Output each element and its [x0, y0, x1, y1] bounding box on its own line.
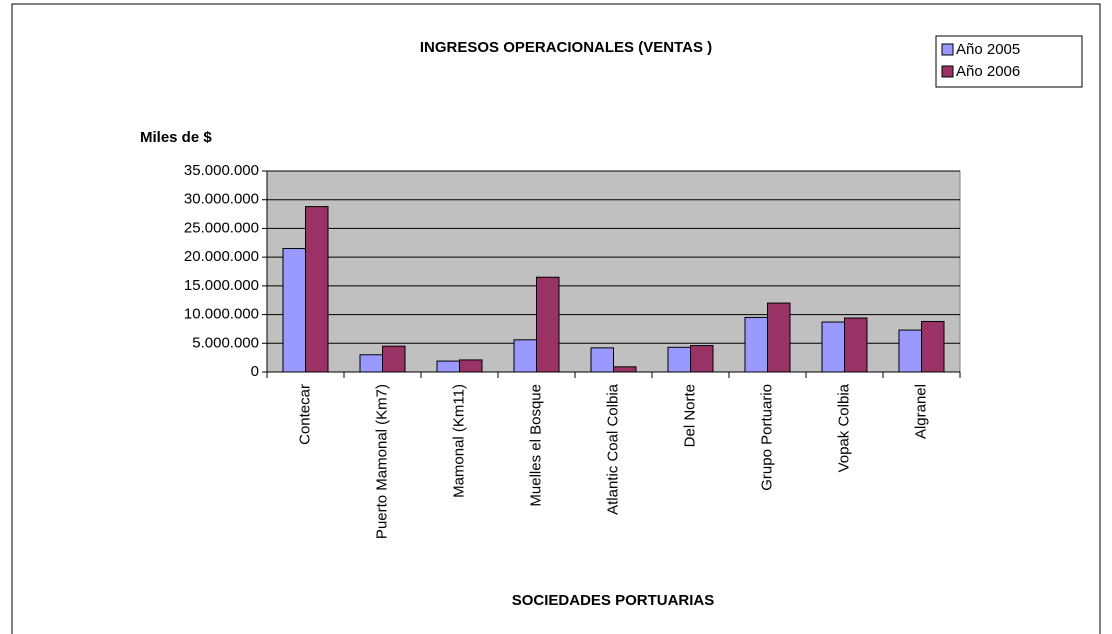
- y-tick-label: 0: [251, 363, 259, 380]
- x-tick-label: Vopak Colbia: [835, 383, 852, 472]
- x-tick-label: Algranel: [912, 384, 929, 439]
- bar: [536, 276, 560, 373]
- legend-box: [935, 35, 1083, 88]
- bar: [821, 321, 845, 373]
- bar: [667, 346, 691, 373]
- x-tick-label: Mamonal (Km11): [450, 384, 467, 498]
- x-tick-label: Grupo Portuario: [758, 384, 775, 491]
- bar: [459, 359, 483, 373]
- y-axis-title: Miles de $: [140, 129, 212, 146]
- legend-swatch: [941, 65, 954, 78]
- y-tick-label: 35.000.000: [184, 162, 259, 179]
- bar: [282, 248, 306, 373]
- legend-label: Año 2005: [956, 41, 1020, 58]
- x-tick-label: Muelles el Bosque: [527, 384, 544, 507]
- bar: [305, 206, 329, 373]
- bar: [359, 354, 383, 373]
- bar: [513, 339, 537, 373]
- x-tick-label: Contecar: [296, 384, 313, 445]
- legend-swatch: [941, 43, 954, 56]
- y-tick-label: 5.000.000: [192, 334, 259, 351]
- y-tick-label: 20.000.000: [184, 248, 259, 265]
- y-tick-label: 25.000.000: [184, 219, 259, 236]
- bar: [767, 302, 791, 373]
- bar: [613, 366, 637, 373]
- legend-label: Año 2006: [956, 63, 1020, 80]
- bar: [844, 317, 868, 373]
- y-tick-label: 15.000.000: [184, 277, 259, 294]
- y-tick-label: 30.000.000: [184, 191, 259, 208]
- bar: [436, 360, 460, 373]
- x-axis-title: SOCIEDADES PORTUARIAS: [512, 592, 715, 609]
- bar: [382, 345, 406, 373]
- y-tick-label: 10.000.000: [184, 306, 259, 323]
- bar: [690, 345, 714, 373]
- bar: [590, 347, 614, 373]
- bar: [744, 316, 768, 373]
- bar: [921, 320, 945, 373]
- x-tick-label: Del Norte: [681, 384, 698, 447]
- bar: [898, 329, 922, 373]
- x-tick-label: Atlantic Coal Colbia: [604, 383, 621, 515]
- x-tick-label: Puerto Mamonal (Km7): [373, 384, 390, 539]
- chart-title: INGRESOS OPERACIONALES (VENTAS ): [420, 39, 712, 56]
